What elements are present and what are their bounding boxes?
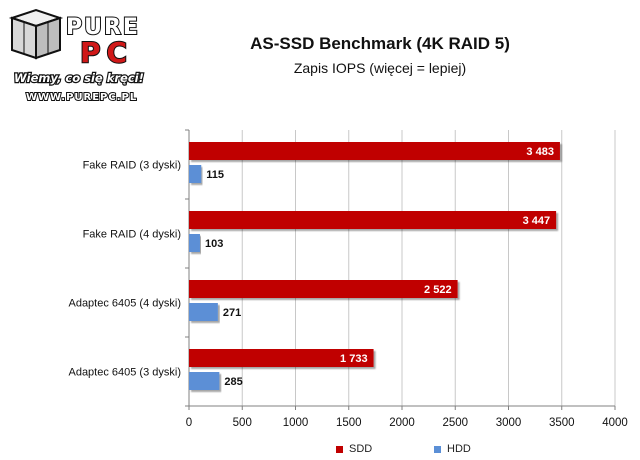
legend-swatch-hdd (434, 445, 441, 453)
value-label-sdd-adaptec-6405-3-dyski: 1 733 (340, 353, 368, 365)
value-label-hdd-fake-raid-4-dyski: 103 (205, 238, 223, 250)
x-tick-label-0: 0 (186, 417, 192, 429)
bar-hdd-adaptec-6405-3-dyski (189, 372, 220, 390)
bar-sdd-adaptec-6405-3-dyski (189, 349, 374, 367)
value-label-hdd-adaptec-6405-4-dyski: 271 (223, 307, 241, 319)
cube-icon (8, 8, 64, 60)
category-label-adaptec-6405-4-dyski: Adaptec 6405 (4 dyski) (68, 298, 181, 310)
bar-hdd-fake-raid-4-dyski (189, 234, 200, 252)
x-tick-label-4000: 4000 (602, 417, 628, 429)
logo-url: WWW.PUREPC.PL (26, 92, 137, 103)
legend: SDD HDD (0, 443, 640, 459)
x-tick-label-1000: 1000 (283, 417, 309, 429)
chart-subtitle: Zapis IOPS (więcej = lepiej) (293, 60, 467, 76)
x-tick-label-2500: 2500 (442, 417, 468, 429)
legend-label-ssd: SDD (349, 443, 373, 455)
category-label-fake-raid-3-dyski: Fake RAID (3 dyski) (83, 160, 181, 172)
axes (185, 129, 616, 410)
chart-title: AS-SSD Benchmark (4K RAID 5) (250, 34, 510, 53)
x-tick-label-3500: 3500 (549, 417, 575, 429)
value-label-hdd-fake-raid-3-dyski: 115 (206, 169, 224, 181)
logo-slogan: Wiemy, co się kręci! (14, 71, 144, 85)
legend-swatch-ssd (336, 445, 343, 453)
bars (189, 142, 560, 390)
x-tick-label-1500: 1500 (336, 417, 362, 429)
category-label-adaptec-6405-3-dyski: Adaptec 6405 (3 dyski) (68, 367, 181, 379)
value-label-hdd-adaptec-6405-3-dyski: 285 (224, 376, 242, 388)
bar-hdd-adaptec-6405-4-dyski (189, 303, 218, 321)
legend-label-hdd: HDD (447, 443, 471, 455)
logo-brand-top: PURE (66, 15, 140, 40)
bar-sdd-fake-raid-3-dyski (189, 142, 560, 160)
x-tick-label-500: 500 (233, 417, 252, 429)
category-label-fake-raid-4-dyski: Fake RAID (4 dyski) (83, 229, 181, 241)
logo-brand-bottom: PC (80, 36, 133, 69)
labels: 0 500 1000 1500 2000 2500 3000 3500 4000 Fake RAI… (68, 146, 627, 429)
value-label-sdd-adaptec-6405-4-dyski: 2 522 (424, 284, 452, 296)
bar-hdd-fake-raid-3-dyski (189, 165, 202, 183)
bar-sdd-adaptec-6405-4-dyski (189, 280, 458, 298)
x-tick-label-3000: 3000 (496, 417, 522, 429)
bar-sdd-fake-raid-4-dyski (189, 211, 557, 229)
x-tick-label-2000: 2000 (389, 417, 415, 429)
purepc-logo: PURE PC Wiemy, co się kręci! WWW.PUREPC.… (8, 8, 145, 104)
value-label-sdd-fake-raid-4-dyski: 3 447 (523, 215, 551, 227)
legend-item-hdd: HDD (434, 443, 471, 455)
legend-item-ssd: SDD (336, 443, 372, 455)
value-label-sdd-fake-raid-3-dyski: 3 483 (526, 146, 554, 158)
